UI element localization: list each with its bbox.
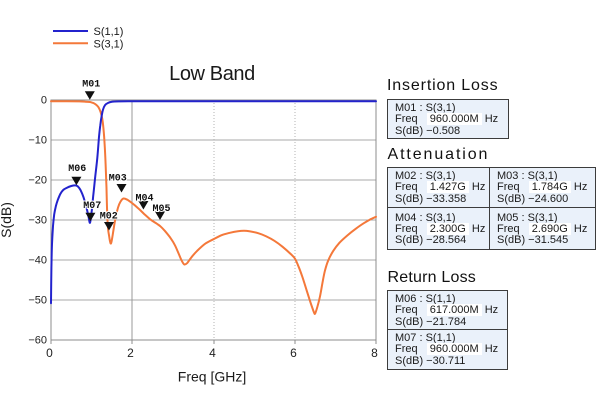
svg-text:−40: −40: [28, 255, 47, 267]
svg-text:−30: −30: [28, 215, 47, 227]
svg-text:M05: M05: [152, 204, 170, 215]
svg-text:0: 0: [46, 346, 53, 360]
svg-text:−10: −10: [28, 135, 47, 147]
svg-text:M01: M01: [82, 79, 100, 90]
svg-text:2: 2: [127, 346, 134, 360]
svg-text:M06: M06: [68, 164, 86, 175]
svg-text:6: 6: [290, 346, 297, 360]
svg-text:8: 8: [371, 346, 378, 360]
svg-text:S(dB): S(dB): [0, 202, 14, 238]
svg-text:−60: −60: [28, 335, 47, 347]
svg-text:0: 0: [41, 95, 47, 107]
svg-text:Freq [GHz]: Freq [GHz]: [178, 369, 246, 385]
svg-text:M07: M07: [83, 201, 101, 212]
svg-text:−50: −50: [28, 295, 47, 307]
svg-text:−20: −20: [28, 175, 47, 187]
svg-text:Low Band: Low Band: [169, 63, 255, 85]
svg-text:S(1,1): S(1,1): [94, 26, 124, 38]
svg-text:S(3,1): S(3,1): [94, 38, 124, 50]
svg-text:4: 4: [209, 346, 216, 360]
svg-text:M03: M03: [109, 173, 127, 184]
svg-text:M02: M02: [100, 211, 118, 222]
svg-text:M04: M04: [135, 193, 153, 204]
